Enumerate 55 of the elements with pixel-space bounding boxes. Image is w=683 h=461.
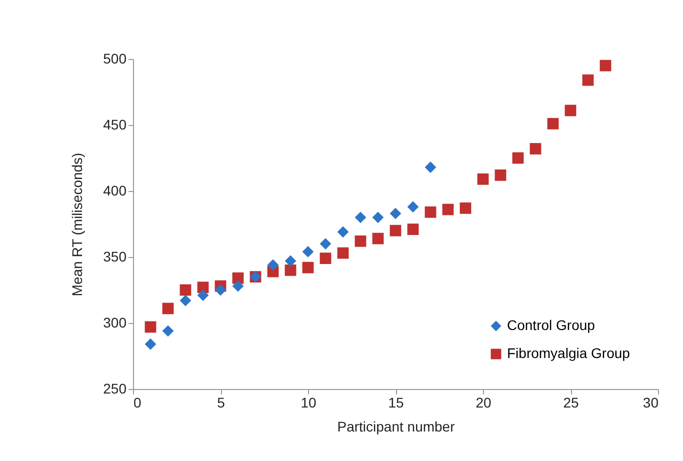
point [390,208,402,220]
legend-label: Control Group [507,317,596,333]
point [214,284,226,296]
x-tick-label: 10 [300,394,316,410]
x-tick-label: 0 [134,394,142,410]
y-tick-label: 350 [103,248,127,264]
point [320,238,332,250]
point [354,212,366,224]
x-axis-title: Participant number [337,418,456,434]
point [180,284,192,296]
x-tick-label: 15 [388,394,404,410]
x-tick-label: 20 [476,394,492,410]
point [197,290,209,301]
y-tick-label: 500 [103,50,127,66]
point [390,224,402,236]
y-axis-title: Mean RT (miliseconds) [69,152,86,296]
x-tick-label: 5 [217,394,226,410]
point [372,212,384,224]
point [424,162,436,173]
y-tick-label: 300 [103,314,127,330]
point [477,173,489,185]
point [582,74,594,86]
point [144,338,156,350]
point [547,118,559,130]
point [407,224,419,235]
legend-label: Fibromyalgia Group [507,345,630,361]
point [302,262,314,274]
point [337,226,349,238]
point [372,232,384,244]
point [442,204,454,216]
point [494,169,506,181]
point [180,294,192,306]
point [600,60,612,72]
x-tick-label: 30 [642,394,659,410]
point [530,143,542,154]
point [302,246,314,258]
point [320,252,332,264]
point [460,202,472,214]
point [162,325,174,337]
point [512,152,524,164]
point [267,259,279,271]
point [354,235,366,247]
point [162,302,174,314]
point [284,264,296,276]
point [284,255,296,267]
point [337,247,349,259]
x-tick-label: 25 [563,394,579,410]
point [407,201,419,213]
point [424,206,436,218]
point [144,321,156,333]
y-tick-label: 400 [103,182,127,198]
point [564,104,576,116]
y-tick-label: 450 [103,116,127,132]
y-tick-label: 250 [103,380,127,396]
point [232,280,244,292]
